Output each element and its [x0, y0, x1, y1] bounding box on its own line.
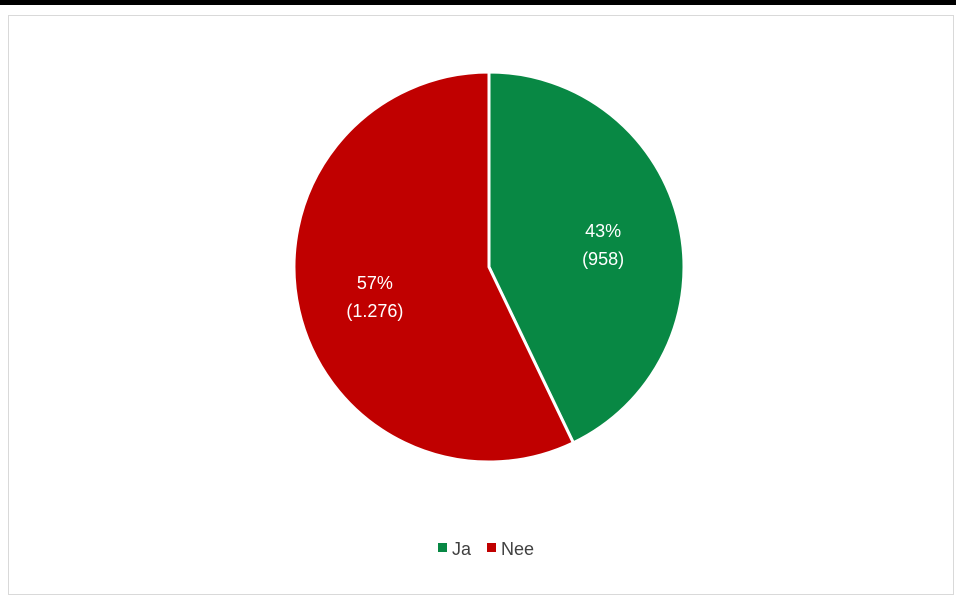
legend-swatch-ja [438, 543, 447, 552]
legend-label-ja: Ja [452, 539, 472, 559]
slice-labels: 43% (958) 57% (1.276) [346, 221, 624, 321]
slice-value-label-nee: (1.276) [346, 301, 403, 321]
slice-value-label-ja: (958) [582, 249, 624, 269]
pie-chart: 43% (958) 57% (1.276) Ja Nee [292, 70, 686, 559]
pie-slice-nee [292, 70, 575, 464]
top-border [0, 0, 956, 5]
pie-slice-ja [487, 70, 686, 445]
slice-percent-label-ja: 43% [585, 221, 621, 241]
legend: Ja Nee [438, 539, 534, 559]
pie-slices [292, 70, 686, 464]
legend-swatch-nee [487, 543, 496, 552]
legend-label-nee: Nee [501, 539, 534, 559]
slice-percent-label-nee: 57% [357, 273, 393, 293]
